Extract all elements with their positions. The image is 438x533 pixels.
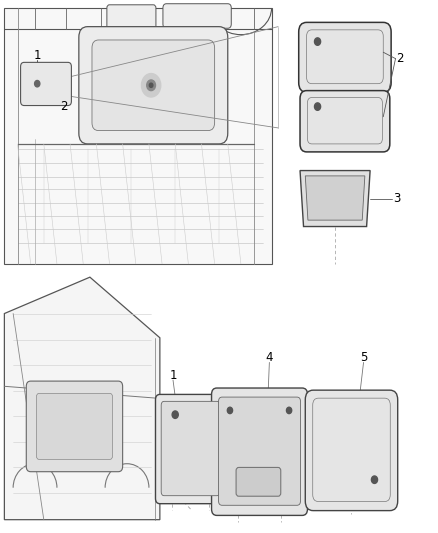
FancyBboxPatch shape (107, 5, 156, 30)
FancyBboxPatch shape (92, 40, 215, 131)
FancyBboxPatch shape (155, 394, 226, 504)
Polygon shape (300, 171, 370, 227)
FancyBboxPatch shape (161, 401, 220, 496)
Polygon shape (305, 176, 365, 220)
Circle shape (286, 407, 292, 414)
FancyBboxPatch shape (236, 467, 281, 496)
FancyBboxPatch shape (299, 22, 391, 92)
Circle shape (314, 103, 321, 110)
FancyBboxPatch shape (79, 27, 228, 144)
Circle shape (314, 38, 321, 45)
Circle shape (141, 74, 161, 97)
FancyBboxPatch shape (219, 397, 300, 505)
Text: 1: 1 (33, 50, 41, 62)
FancyBboxPatch shape (163, 4, 231, 28)
FancyBboxPatch shape (305, 390, 398, 511)
FancyBboxPatch shape (212, 388, 307, 515)
FancyBboxPatch shape (300, 91, 390, 152)
Polygon shape (4, 277, 160, 520)
FancyBboxPatch shape (26, 381, 123, 472)
Polygon shape (4, 8, 272, 264)
Circle shape (149, 83, 153, 87)
Text: 1: 1 (169, 369, 177, 382)
Circle shape (147, 80, 155, 91)
Circle shape (371, 476, 378, 483)
Text: 4: 4 (265, 351, 273, 364)
Text: 2: 2 (60, 100, 67, 113)
Text: 2: 2 (396, 52, 404, 65)
Circle shape (35, 80, 40, 87)
Text: 5: 5 (360, 351, 367, 364)
FancyBboxPatch shape (21, 62, 71, 106)
Circle shape (172, 411, 178, 418)
Circle shape (227, 407, 233, 414)
FancyBboxPatch shape (36, 393, 113, 459)
Text: 3: 3 (393, 192, 401, 205)
